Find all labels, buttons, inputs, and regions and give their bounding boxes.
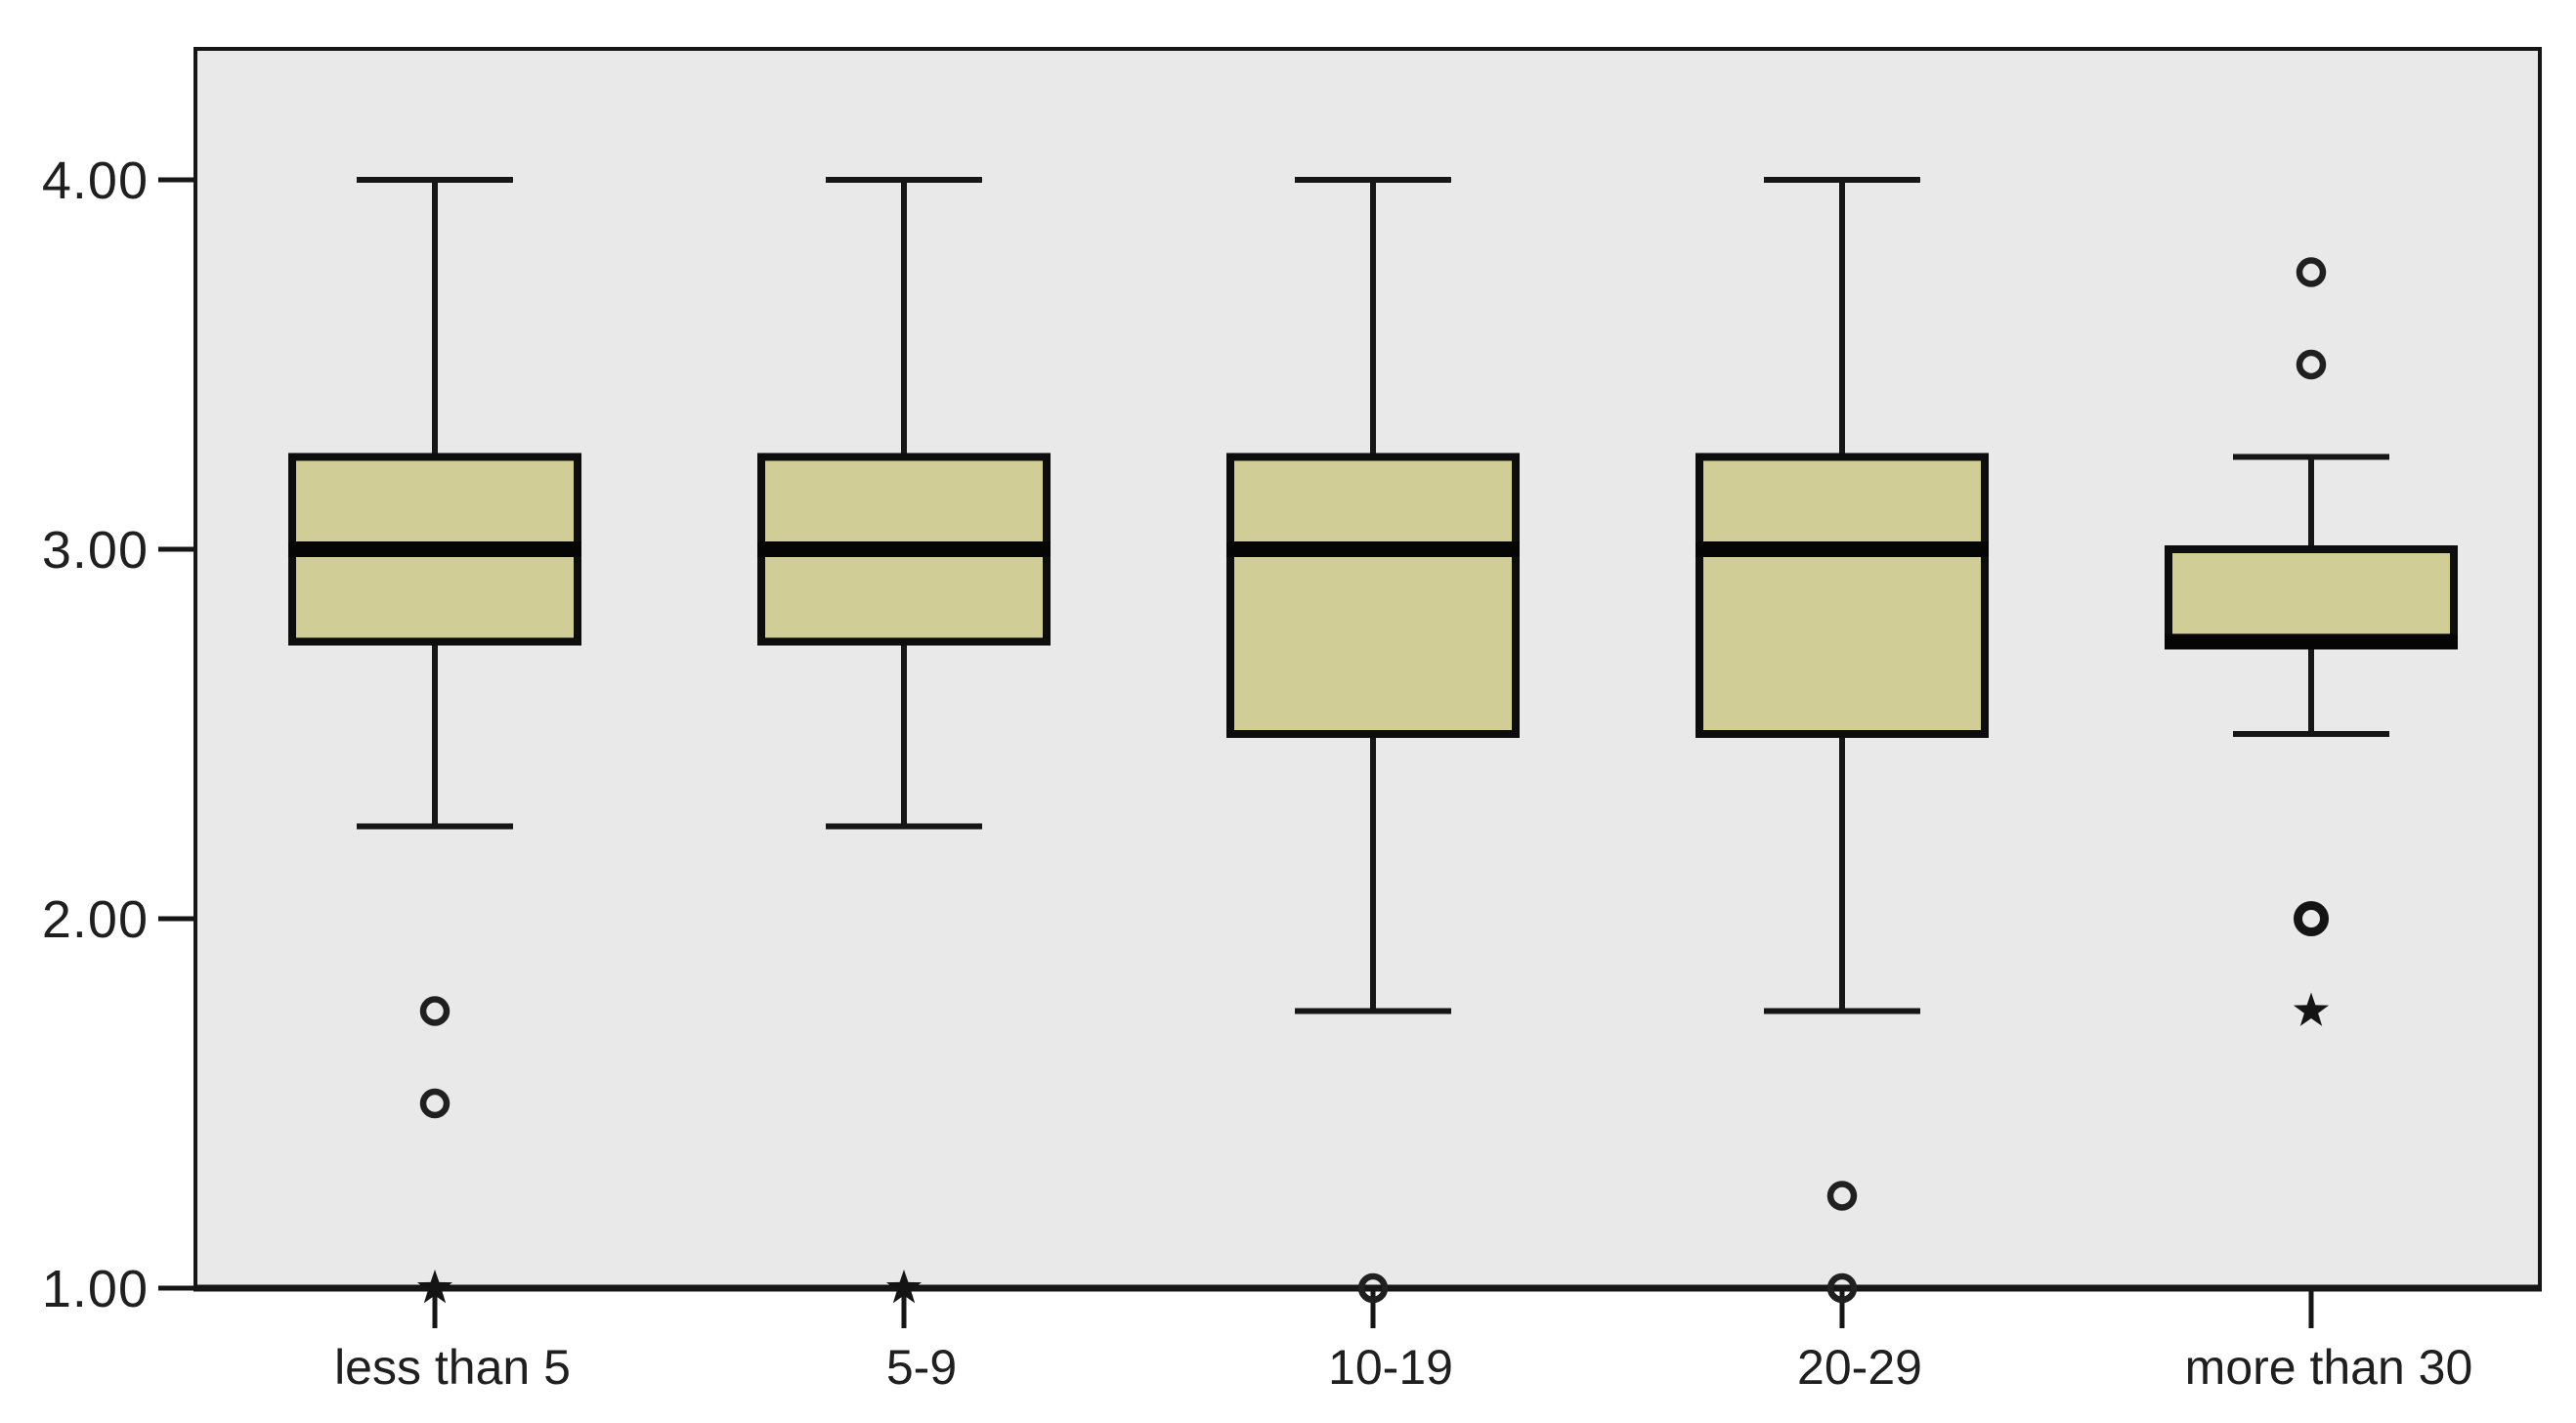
outlier-circle-icon bbox=[2296, 349, 2327, 380]
extreme-outlier-star-icon bbox=[2293, 992, 2330, 1026]
y-tick-label: 2.00 bbox=[42, 890, 149, 949]
outlier-circle-icon bbox=[1357, 1272, 1389, 1304]
box-group-5 bbox=[2165, 257, 2458, 1026]
box-group-1 bbox=[288, 177, 581, 1304]
x-tick-label: 5-9 bbox=[886, 1340, 957, 1395]
extreme-outlier-star-icon bbox=[885, 1270, 923, 1304]
y-tick-label: 4.00 bbox=[42, 151, 149, 210]
box bbox=[1696, 453, 1989, 738]
outlier-circle-icon bbox=[419, 1088, 451, 1119]
outlier-circle-icon bbox=[2294, 901, 2329, 936]
box bbox=[1226, 453, 1520, 738]
outlier-circle-icon bbox=[2296, 257, 2327, 287]
outlier-circle-icon bbox=[1826, 1272, 1858, 1304]
box-group-4 bbox=[1696, 177, 1989, 1304]
x-tick-label: less than 5 bbox=[334, 1340, 571, 1395]
box bbox=[2165, 545, 2458, 646]
extreme-outlier-star-icon bbox=[416, 1270, 453, 1304]
box-group-2 bbox=[757, 177, 1051, 1304]
x-tick-label: 20-29 bbox=[1797, 1340, 1922, 1395]
x-tick-label: more than 30 bbox=[2185, 1340, 2473, 1395]
y-tick-label: 1.00 bbox=[42, 1260, 149, 1318]
outlier-circle-icon bbox=[419, 996, 451, 1026]
y-axis: 4.00 3.00 2.00 1.00 bbox=[42, 151, 195, 1318]
outlier-circle-icon bbox=[1826, 1181, 1858, 1211]
y-tick-label: 3.00 bbox=[42, 521, 149, 580]
x-tick-label: 10-19 bbox=[1328, 1340, 1453, 1395]
box-group-3 bbox=[1226, 177, 1520, 1304]
x-axis: less than 5 5-9 10-19 20-29 more than 30 bbox=[334, 1291, 2472, 1395]
